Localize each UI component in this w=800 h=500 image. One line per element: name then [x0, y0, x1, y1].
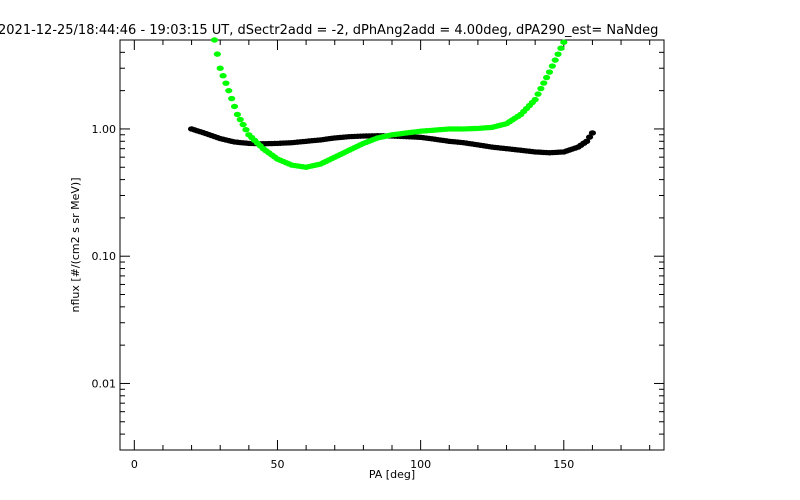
data-point	[228, 95, 236, 102]
y-tick-label: 0.01	[92, 377, 117, 390]
data-point	[588, 130, 597, 136]
x-tick-label: 150	[553, 458, 574, 471]
data-point	[548, 63, 556, 69]
data-point	[585, 134, 594, 140]
x-tick-label: 0	[131, 458, 138, 471]
tick-labels: 0 50 100 150 0.01 0.10 1.00	[92, 123, 575, 471]
x-axis-label: PA [deg]	[369, 468, 415, 481]
data-point	[210, 37, 219, 43]
y-axis-label: nflux [#/(cm2 s sr MeV)]	[69, 178, 82, 313]
data-point	[537, 85, 545, 92]
x-tick-label: 50	[270, 458, 284, 471]
axis-ticks	[120, 39, 664, 451]
data-point	[551, 57, 559, 63]
data-point	[540, 80, 548, 86]
plot-frame	[119, 39, 665, 451]
data-series	[187, 37, 597, 170]
y-tick-label: 1.00	[92, 123, 117, 136]
data-point	[242, 126, 250, 133]
y-tick-label: 0.10	[92, 250, 117, 263]
data-point	[554, 51, 562, 57]
data-point	[239, 121, 247, 128]
series-1	[210, 37, 568, 170]
data-point	[531, 96, 539, 103]
data-point	[545, 69, 554, 75]
data-point	[219, 73, 227, 79]
data-point	[225, 87, 233, 94]
data-point	[534, 91, 542, 97]
data-point	[560, 39, 568, 45]
data-point	[236, 116, 244, 123]
data-point	[216, 65, 224, 71]
data-point	[557, 45, 565, 51]
data-point	[583, 138, 591, 144]
data-point	[233, 111, 241, 118]
data-point	[213, 51, 221, 57]
chart-title: 2021-12-25/18:44:46 - 19:03:15 UT, dSect…	[0, 23, 658, 38]
x-tick-label: 100	[410, 458, 431, 471]
data-point	[230, 103, 239, 110]
data-point	[222, 80, 230, 86]
data-point	[543, 74, 551, 81]
